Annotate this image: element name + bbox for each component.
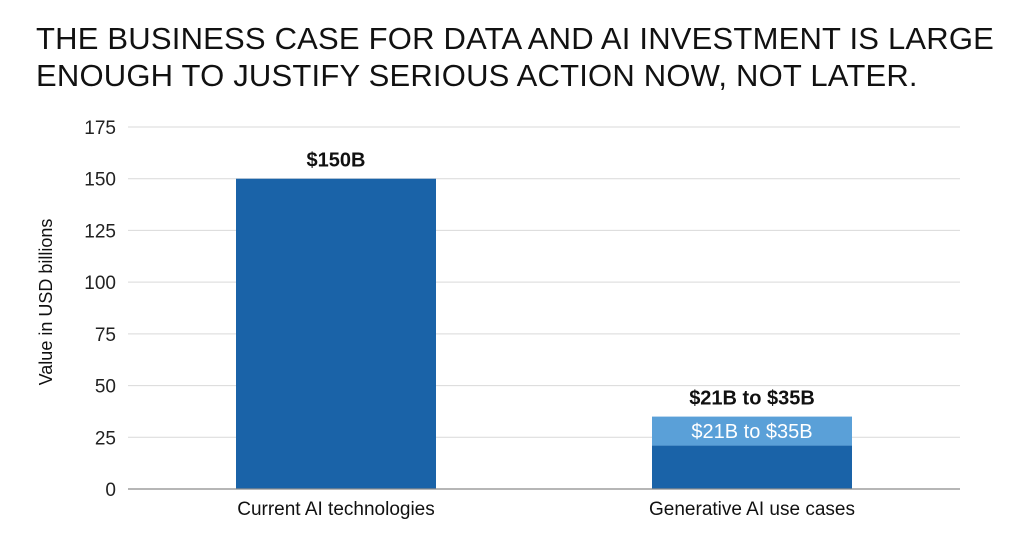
data-label: $21B to $35B	[689, 388, 815, 410]
y-tick-label: 100	[84, 273, 116, 294]
y-axis-ticks: 0 25 50 75 100 125 150 175	[84, 118, 116, 501]
chart-title: THE BUSINESS CASE FOR DATA AND AI INVEST…	[36, 20, 996, 94]
y-tick-label: 175	[84, 118, 116, 139]
y-tick-label: 25	[95, 428, 116, 449]
data-label-inside: $21B to $35B	[691, 421, 812, 443]
x-category-label: Generative AI use cases	[649, 499, 855, 520]
data-label: $150B	[307, 150, 366, 172]
data-labels: $150B $21B to $35B $21B to $35B	[307, 150, 815, 443]
bar-range-segment	[652, 416, 852, 446]
y-tick-label: 150	[84, 170, 116, 191]
x-category-label: Current AI technologies	[237, 499, 435, 520]
chart-title-line-2: ENOUGH TO JUSTIFY SERIOUS ACTION NOW, NO…	[36, 58, 918, 93]
bar	[236, 178, 436, 489]
y-tick-label: 0	[105, 480, 116, 501]
y-axis-label: Value in USD billions	[36, 219, 56, 386]
x-axis-categories: Current AI technologies Generative AI use…	[237, 499, 855, 520]
chart-title-line-1: THE BUSINESS CASE FOR DATA AND AI INVEST…	[36, 21, 995, 56]
y-tick-label: 125	[84, 221, 116, 242]
y-tick-label: 50	[95, 377, 116, 398]
bar	[652, 445, 852, 489]
y-tick-label: 75	[95, 325, 116, 346]
bars	[236, 178, 852, 489]
